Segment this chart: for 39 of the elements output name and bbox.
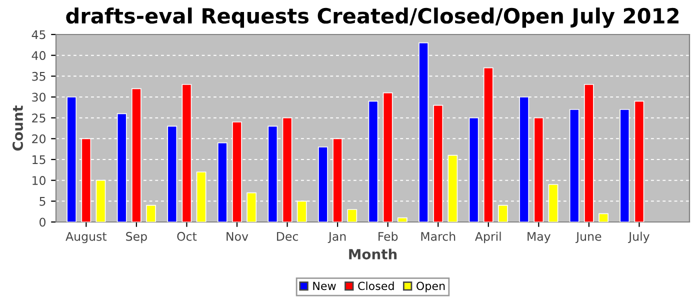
y-axis-title: Count: [12, 105, 24, 151]
bar: [397, 217, 408, 222]
bar: [282, 117, 292, 222]
y-tick-label: 0: [40, 218, 46, 227]
bar: [96, 180, 106, 222]
y-tick-label: 5: [40, 197, 46, 206]
x-tick-label: Jan: [328, 232, 346, 244]
bar: [347, 209, 358, 222]
y-tick-label: 40: [32, 51, 46, 60]
y-tick-label: 45: [32, 30, 46, 40]
y-tick-label: 25: [32, 114, 46, 122]
y-tick-label: 10: [32, 176, 46, 185]
y-tick-label: 35: [32, 72, 46, 81]
bar: [66, 96, 77, 222]
bar: [146, 204, 156, 222]
chart-title: drafts-eval Requests Created/Closed/Open July 2012: [66, 8, 678, 28]
x-tick-label: Sep: [126, 232, 147, 244]
legend-label: Open: [416, 282, 445, 292]
y-tick-label: 30: [32, 92, 46, 102]
x-tick-label: March: [421, 232, 456, 241]
x-tick-label: Oct: [177, 232, 197, 241]
x-tick-label: Dec: [277, 232, 298, 241]
y-tick-label: 20: [32, 134, 46, 144]
legend-label: Closed: [358, 282, 394, 290]
x-tick-label: July: [628, 232, 650, 244]
x-tick-label: June: [575, 232, 602, 244]
legend-label: New: [313, 282, 336, 290]
x-tick-label: Feb: [378, 232, 398, 241]
x-tick-label: August: [66, 232, 107, 244]
bar: [598, 213, 608, 222]
x-tick-label: May: [528, 232, 551, 244]
x-tick-label: Nov: [226, 232, 248, 241]
x-tick-label: April: [474, 232, 501, 244]
bar: [318, 146, 328, 222]
x-axis-title: Month: [349, 248, 397, 260]
bar: [534, 117, 544, 222]
bar: [132, 88, 142, 222]
y-tick-label: 15: [32, 155, 46, 164]
bar: [498, 204, 508, 222]
